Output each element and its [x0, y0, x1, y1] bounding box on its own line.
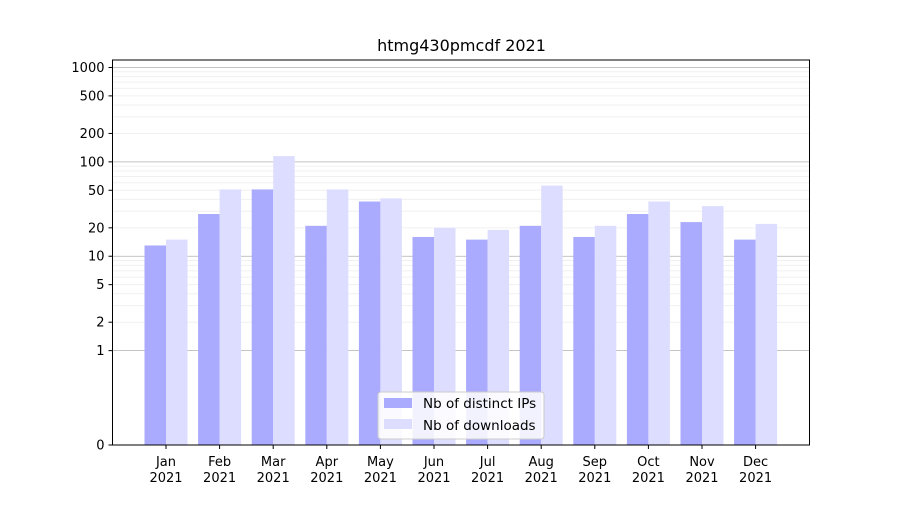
x-tick-label: 2021	[578, 471, 611, 486]
bar-distinct-ips	[358, 201, 381, 445]
legend-swatch-ips	[384, 398, 412, 408]
bar-downloads	[541, 185, 563, 445]
legend-swatch-downloads	[384, 419, 412, 429]
y-tick-label: 200	[80, 127, 105, 142]
x-tick-label: 2021	[632, 471, 665, 486]
x-tick-label: May	[367, 455, 394, 470]
bar-downloads	[219, 189, 242, 445]
x-tick-label: 2021	[417, 471, 450, 486]
x-tick-label: Apr	[316, 455, 339, 470]
x-tick-label: Jan	[155, 455, 176, 470]
legend-label-downloads: Nb of downloads	[423, 418, 536, 434]
y-tick-label: 1	[96, 344, 104, 359]
bar-distinct-ips	[198, 214, 220, 445]
bar-distinct-ips	[734, 239, 756, 445]
y-tick-label: 20	[88, 221, 105, 236]
plot-frame	[112, 59, 810, 446]
bar-distinct-ips	[251, 189, 274, 445]
bar-downloads	[487, 229, 510, 445]
x-tick-label: Dec	[743, 455, 768, 470]
x-tick-label: Oct	[637, 455, 659, 470]
bar-downloads	[702, 206, 724, 445]
bar-downloads	[326, 189, 349, 445]
x-tick-label: 2021	[685, 471, 718, 486]
x-tick-label: 2021	[257, 471, 290, 486]
x-tick-label: 2021	[203, 471, 236, 486]
legend-label-ips: Nb of distinct IPs	[423, 396, 536, 412]
y-axis: 0 1 2 5 10 20 50 100 200 500 1000	[71, 61, 113, 454]
bar-distinct-ips	[573, 236, 595, 445]
bar-downloads	[648, 201, 670, 445]
x-tick-label: Nov	[689, 455, 715, 470]
bar-downloads	[166, 239, 188, 445]
x-tick-label: Jun	[423, 455, 444, 470]
y-tick-label: 100	[80, 155, 105, 170]
bar-downloads	[594, 225, 617, 445]
legend: Nb of distinct IPs Nb of downloads	[377, 391, 545, 440]
x-tick-label: 2021	[149, 471, 182, 486]
bar-downloads	[755, 223, 778, 445]
y-tick-label: 0	[96, 439, 104, 454]
bar-distinct-ips	[626, 214, 649, 445]
y-tick-label: 2	[96, 316, 104, 331]
bar-distinct-ips	[680, 222, 702, 445]
bar-distinct-ips	[519, 225, 542, 445]
x-tick-label: Sep	[583, 455, 608, 470]
bar-downloads	[434, 227, 456, 445]
x-tick-label: Jul	[479, 455, 496, 470]
y-tick-label: 5	[96, 278, 104, 293]
legend-box	[377, 391, 545, 440]
y-tick-label: 50	[88, 184, 105, 199]
bar-downloads	[380, 198, 402, 445]
x-tick-label: Feb	[208, 455, 231, 470]
x-tick-label: 2021	[310, 471, 343, 486]
y-tick-label: 10	[88, 250, 105, 265]
x-tick-label: 2021	[525, 471, 558, 486]
chart-title: htmg430pmcdf 2021	[377, 36, 546, 55]
x-tick-label: Mar	[261, 455, 286, 470]
bar-distinct-ips	[144, 245, 166, 445]
x-tick-label: 2021	[364, 471, 397, 486]
bar-downloads	[273, 156, 295, 446]
x-tick-label: 2021	[739, 471, 772, 486]
y-tick-label: 500	[80, 89, 105, 104]
y-tick-label: 1000	[71, 61, 104, 76]
x-axis: Jan2021Feb2021Mar2021Apr2021May2021Jun20…	[149, 445, 772, 486]
bar-distinct-ips	[305, 225, 327, 445]
x-tick-label: Aug	[529, 455, 554, 470]
x-tick-label: 2021	[471, 471, 504, 486]
